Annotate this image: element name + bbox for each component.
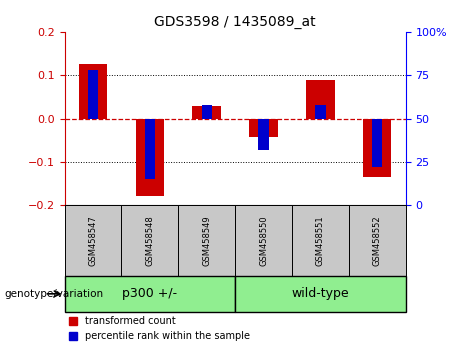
- Bar: [178, 205, 235, 276]
- Text: p300 +/-: p300 +/-: [122, 287, 177, 300]
- Bar: [201, 105, 212, 119]
- Bar: [88, 70, 98, 119]
- Text: genotype/variation: genotype/variation: [5, 289, 104, 299]
- Text: wild-type: wild-type: [291, 287, 349, 300]
- Bar: [79, 64, 107, 119]
- Bar: [315, 105, 325, 119]
- Bar: [259, 119, 269, 150]
- Bar: [136, 119, 164, 196]
- Bar: [363, 119, 391, 177]
- Bar: [65, 276, 235, 312]
- Title: GDS3598 / 1435089_at: GDS3598 / 1435089_at: [154, 16, 316, 29]
- Bar: [349, 205, 406, 276]
- Text: GSM458547: GSM458547: [89, 215, 97, 266]
- Bar: [235, 276, 406, 312]
- Bar: [372, 119, 382, 167]
- Text: GSM458549: GSM458549: [202, 215, 211, 266]
- Bar: [65, 205, 121, 276]
- Bar: [235, 205, 292, 276]
- Bar: [121, 205, 178, 276]
- Bar: [292, 205, 349, 276]
- Text: GSM458550: GSM458550: [259, 215, 268, 266]
- Text: GSM458552: GSM458552: [373, 215, 382, 266]
- Bar: [306, 80, 335, 119]
- Text: GSM458551: GSM458551: [316, 215, 325, 266]
- Bar: [193, 105, 221, 119]
- Bar: [249, 119, 278, 137]
- Legend: transformed count, percentile rank within the sample: transformed count, percentile rank withi…: [70, 316, 250, 341]
- Bar: [145, 119, 155, 179]
- Text: GSM458548: GSM458548: [145, 215, 154, 266]
